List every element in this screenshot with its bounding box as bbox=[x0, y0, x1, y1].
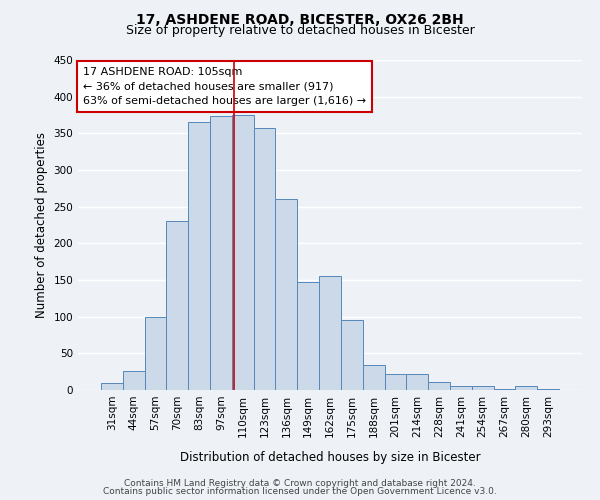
Text: Distribution of detached houses by size in Bicester: Distribution of detached houses by size … bbox=[179, 451, 481, 464]
Bar bbox=[472, 386, 494, 390]
Bar bbox=[385, 374, 406, 390]
Text: Size of property relative to detached houses in Bicester: Size of property relative to detached ho… bbox=[125, 24, 475, 37]
Bar bbox=[537, 388, 559, 390]
Text: 17 ASHDENE ROAD: 105sqm
← 36% of detached houses are smaller (917)
63% of semi-d: 17 ASHDENE ROAD: 105sqm ← 36% of detache… bbox=[83, 66, 366, 106]
Bar bbox=[515, 386, 537, 390]
Text: Contains public sector information licensed under the Open Government Licence v3: Contains public sector information licen… bbox=[103, 487, 497, 496]
Text: 17, ASHDENE ROAD, BICESTER, OX26 2BH: 17, ASHDENE ROAD, BICESTER, OX26 2BH bbox=[136, 12, 464, 26]
Bar bbox=[363, 365, 385, 390]
Bar bbox=[232, 115, 254, 390]
Bar bbox=[341, 320, 363, 390]
Bar bbox=[450, 386, 472, 390]
Y-axis label: Number of detached properties: Number of detached properties bbox=[35, 132, 48, 318]
Bar bbox=[188, 122, 210, 390]
Bar bbox=[297, 282, 319, 390]
Bar bbox=[210, 116, 232, 390]
Bar bbox=[319, 276, 341, 390]
Bar bbox=[428, 382, 450, 390]
Text: Contains HM Land Registry data © Crown copyright and database right 2024.: Contains HM Land Registry data © Crown c… bbox=[124, 478, 476, 488]
Bar bbox=[101, 382, 123, 390]
Bar bbox=[406, 374, 428, 390]
Bar bbox=[123, 371, 145, 390]
Bar bbox=[254, 128, 275, 390]
Bar bbox=[494, 388, 515, 390]
Bar bbox=[166, 222, 188, 390]
Bar bbox=[145, 316, 166, 390]
Bar bbox=[275, 200, 297, 390]
